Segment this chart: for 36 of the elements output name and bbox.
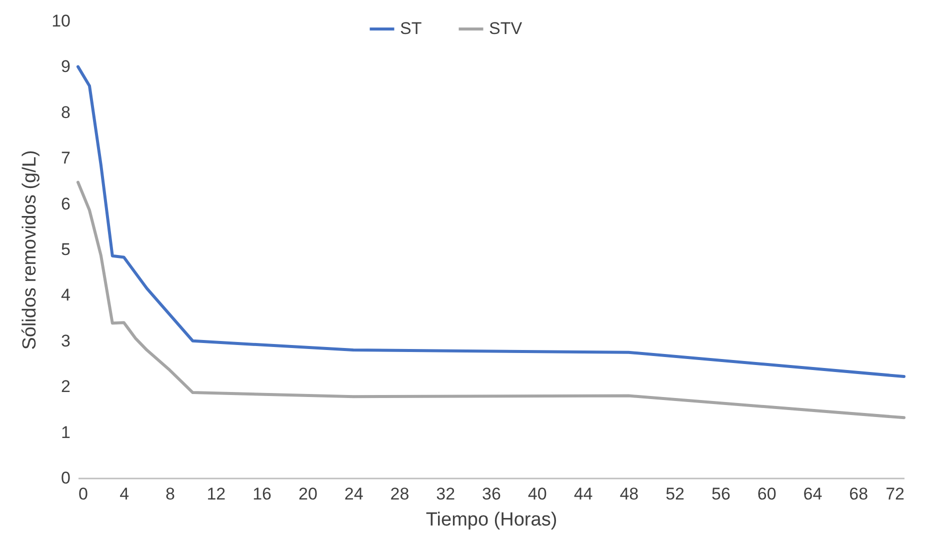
x-tick-label: 48 [620, 484, 639, 504]
y-axis-title: Sólidos removidos (g/L) [20, 150, 41, 350]
y-tick-label: 6 [61, 194, 70, 214]
y-tick-label: 7 [61, 148, 70, 168]
legend-label: STV [489, 19, 523, 38]
x-tick-label: 24 [344, 484, 364, 504]
x-tick-label: 56 [711, 484, 730, 504]
y-tick-label: 10 [52, 12, 70, 30]
line-series [76, 65, 906, 378]
x-tick-label: 8 [166, 484, 176, 504]
line-series [76, 180, 906, 420]
y-tick-label: 3 [61, 331, 70, 350]
x-tick-label: 0 [78, 484, 88, 504]
x-tick-label: 64 [803, 484, 822, 504]
y-tick-label: 4 [61, 286, 70, 305]
y-tick-label: 1 [61, 422, 70, 442]
x-tick-label: 40 [528, 484, 547, 504]
x-tick-label: 68 [849, 484, 868, 504]
y-tick-label: 9 [61, 57, 70, 76]
x-tick-label: 4 [120, 484, 130, 504]
x-tick-label: 32 [436, 484, 456, 504]
x-tick-label: 28 [390, 484, 410, 504]
y-tick-label: 8 [61, 102, 70, 122]
x-tick-label: 60 [757, 484, 776, 504]
x-tick-label: 36 [482, 484, 501, 504]
y-tick-label: 5 [61, 240, 70, 259]
x-axis-title: Tiempo (Horas) [426, 510, 558, 530]
x-tick-label: 44 [574, 484, 593, 504]
x-tick-label: 20 [298, 484, 318, 504]
y-tick-label: 0 [61, 468, 70, 488]
x-tick-label: 72 [886, 484, 904, 504]
y-tick-label: 2 [61, 377, 70, 396]
x-tick-label: 52 [666, 484, 685, 504]
legend-label: ST [400, 19, 422, 38]
x-tick-label: 12 [206, 484, 226, 504]
x-tick-label: 16 [252, 484, 272, 504]
